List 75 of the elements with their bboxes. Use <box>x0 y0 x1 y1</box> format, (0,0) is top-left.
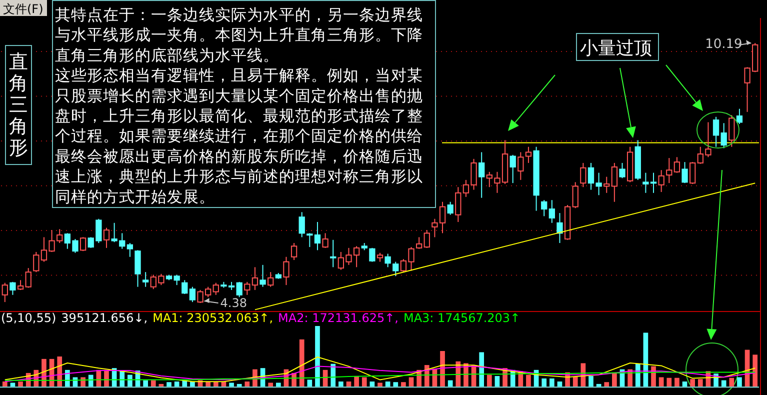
bar <box>315 326 320 387</box>
bar <box>80 377 86 387</box>
bar <box>752 354 758 387</box>
bar <box>572 376 578 387</box>
annotation: 4.38 <box>220 296 247 310</box>
candlestick <box>283 256 290 286</box>
bar <box>393 382 398 387</box>
candlestick <box>478 152 485 198</box>
annotation: 其特点在于：一条边线实际为水平的，另一条边界线 <box>55 6 423 24</box>
bar <box>57 356 62 387</box>
candlestick <box>330 239 336 268</box>
bar <box>737 377 742 387</box>
annotation: 盘时，上升三角形以最简化、最规范的形式描绘了整 <box>55 107 423 125</box>
bar <box>408 377 414 387</box>
annotation: 395121.656↓, <box>61 311 148 325</box>
annotation: 小量过顶 <box>580 38 652 59</box>
candlestick <box>260 264 266 288</box>
bar <box>268 382 274 387</box>
annotation: (5,10,55) <box>1 311 56 325</box>
bar <box>486 374 492 387</box>
bar <box>338 382 344 387</box>
candlestick <box>455 186 462 222</box>
candlestick <box>518 152 524 180</box>
bar <box>378 382 382 387</box>
bar <box>612 372 617 387</box>
bar <box>244 382 250 387</box>
bar <box>588 376 594 387</box>
bar <box>526 374 531 387</box>
bar <box>698 379 703 387</box>
bar <box>549 378 554 387</box>
bar <box>299 339 304 387</box>
bar <box>604 382 610 387</box>
bar <box>721 380 726 387</box>
annotation: MA3: 174567.203↑ <box>403 311 520 325</box>
bar <box>448 380 453 387</box>
annotation: 只股票增长的需求遇到大量以某个固定价格出售的抛 <box>55 86 423 105</box>
candlestick <box>142 272 149 288</box>
bar <box>635 364 640 387</box>
annotation: 10.19 <box>705 37 742 52</box>
bar <box>362 377 367 387</box>
annotation: 速上涨，典型的上升形态与前述的理想对称三角形以 <box>55 168 423 186</box>
bar <box>143 380 148 387</box>
bar <box>729 378 734 387</box>
candlestick <box>548 200 555 224</box>
bar <box>229 382 234 387</box>
annotation: 个过程。如果需要继续进行，在那个固定价格的供给 <box>55 127 423 146</box>
candlestick <box>666 158 672 184</box>
annotation: 与水平线形成一夹角。本图为上升直角三角形。下降 <box>55 26 423 44</box>
bar <box>690 379 695 387</box>
bar <box>666 378 672 387</box>
bar <box>150 380 156 387</box>
annotation: 同样的方式开始发展。 <box>55 188 215 206</box>
candlestick <box>252 266 258 290</box>
candlestick <box>314 221 321 251</box>
annotation: 这些形态相当有逻辑性，且易于解释。例如，当对某 <box>55 66 423 85</box>
bar <box>674 378 680 387</box>
candlestick <box>604 176 610 194</box>
bar <box>440 351 445 387</box>
bar <box>658 377 664 387</box>
candlestick <box>658 170 664 193</box>
annotation: MA2: 172131.625↑, <box>278 311 398 325</box>
bar <box>330 364 336 387</box>
annotation: 最终会被愿出更高价格的新股东所吃掉，价格随后迅 <box>55 147 423 166</box>
text: 文件(F) <box>3 2 44 16</box>
candlestick <box>556 212 563 244</box>
annotation: MA1: 230532.063↑, <box>152 311 274 325</box>
bar <box>18 382 23 387</box>
bar <box>542 378 547 387</box>
bar <box>276 382 281 387</box>
bar <box>401 382 406 387</box>
bar <box>2 382 8 387</box>
annotation: 直角三角形 <box>9 51 28 159</box>
bar <box>166 382 172 387</box>
annotation: 直角三角形的底部线为水平线。 <box>55 46 279 64</box>
bar <box>307 380 312 387</box>
